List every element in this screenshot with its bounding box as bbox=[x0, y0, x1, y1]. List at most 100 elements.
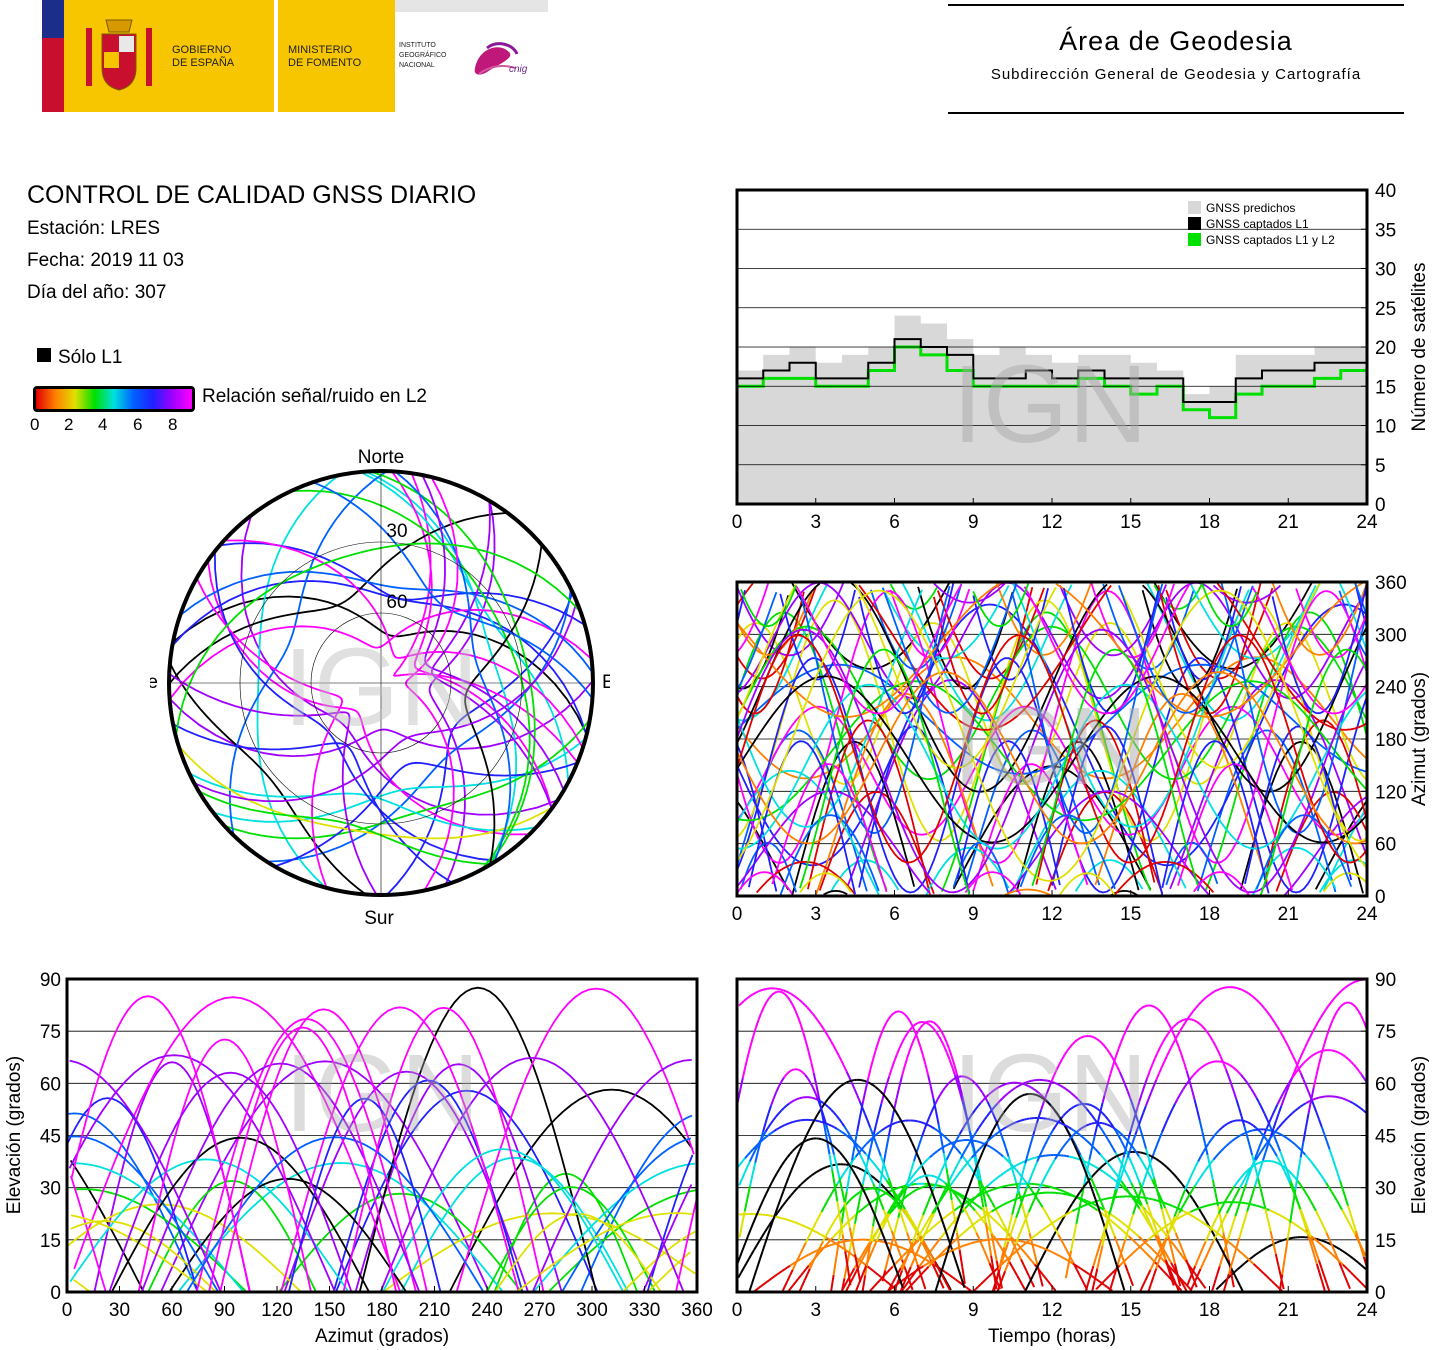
elevation-track-segment bbox=[747, 1229, 752, 1237]
elevation-track-segment bbox=[920, 1175, 925, 1178]
elevation-track-segment bbox=[848, 1197, 853, 1202]
elevation-track-segment bbox=[815, 1084, 820, 1098]
elevation-track-segment bbox=[966, 1076, 970, 1080]
elevation-track-segment bbox=[1121, 1165, 1126, 1174]
elevation-track-segment bbox=[1183, 1018, 1187, 1021]
elevation-track-segment bbox=[893, 1283, 898, 1288]
elevation-track-segment bbox=[1164, 1259, 1170, 1269]
x-tick-label: 60 bbox=[161, 1300, 182, 1321]
elevation-track-segment bbox=[973, 1151, 978, 1156]
azimuth-track bbox=[736, 622, 1368, 785]
elevation-track-segment bbox=[1268, 1142, 1273, 1148]
elevation-track-segment bbox=[1129, 1141, 1134, 1151]
elevation-track-segment bbox=[1239, 1264, 1244, 1268]
elevation-track-segment bbox=[1309, 1031, 1314, 1038]
elevation-track-segment bbox=[1111, 1214, 1116, 1219]
elevation-track-segment bbox=[1190, 1273, 1196, 1281]
elevation-track-segment bbox=[859, 1184, 865, 1191]
elevation-track-segment bbox=[1276, 1131, 1280, 1135]
elevation-track-segment bbox=[861, 1171, 867, 1185]
elevation-track-segment bbox=[1223, 1240, 1229, 1250]
elevation-track-segment bbox=[1096, 1150, 1101, 1156]
y-tick-label: 30 bbox=[1375, 260, 1396, 281]
elevation-track-segment bbox=[1349, 1213, 1355, 1223]
elevation-track-segment bbox=[939, 1146, 944, 1150]
elevation-track-segment bbox=[1231, 1269, 1236, 1276]
elevation-track-segment bbox=[1167, 1257, 1172, 1264]
elevation-track-segment bbox=[790, 993, 795, 997]
elevation-track-segment bbox=[998, 1277, 1004, 1286]
elevation-track-segment bbox=[1250, 1088, 1255, 1094]
elevation-track-segment bbox=[903, 1057, 909, 1068]
elevation-track-segment bbox=[1247, 1084, 1253, 1090]
elevation-track-segment bbox=[998, 1084, 1003, 1088]
azimuth-track bbox=[736, 625, 1368, 781]
elevation-track-segment bbox=[1033, 1253, 1039, 1266]
elevation-track-segment bbox=[1149, 1211, 1154, 1220]
elevation-track-segment bbox=[1351, 1228, 1357, 1236]
elevation-track-segment bbox=[830, 1109, 835, 1114]
elevation-track-segment bbox=[1315, 1112, 1321, 1121]
elevation-track-segment bbox=[1347, 1099, 1351, 1103]
elevation-track-segment bbox=[1321, 1239, 1325, 1243]
elevation-track-segment bbox=[776, 1271, 781, 1276]
elevation-track-segment bbox=[1069, 1043, 1074, 1048]
elevation-track-segment bbox=[1202, 1169, 1207, 1175]
elevation-track-segment bbox=[884, 1125, 888, 1130]
elevation-track-segment bbox=[881, 1184, 886, 1190]
elevation-track-segment bbox=[963, 1075, 967, 1079]
elevation-track-segment bbox=[872, 1050, 877, 1060]
elevation-track-segment bbox=[1150, 1234, 1155, 1238]
series-l1-line bbox=[737, 338, 1368, 403]
elevation-track-segment bbox=[891, 1203, 896, 1210]
elevation-track-segment bbox=[1004, 1082, 1008, 1086]
elevation-track-segment bbox=[1121, 1259, 1126, 1264]
elevation-track-segment bbox=[789, 1263, 794, 1267]
elevation-track-segment bbox=[822, 1027, 827, 1033]
elevation-track-segment bbox=[1072, 1195, 1076, 1198]
elevation-track-segment bbox=[944, 1136, 949, 1140]
elevation-track-segment bbox=[976, 1158, 981, 1166]
elevation-track-segment bbox=[912, 1270, 916, 1275]
elevation-track-segment bbox=[999, 1097, 1004, 1102]
elevation-track-segment bbox=[856, 1196, 862, 1211]
elevation-track-segment bbox=[1309, 1160, 1314, 1165]
elevation-track-segment bbox=[844, 1251, 849, 1269]
sky-track bbox=[195, 577, 344, 889]
elevation-track-segment bbox=[1172, 1277, 1177, 1285]
elevation-track-segment bbox=[780, 1217, 784, 1220]
elevation-track-segment bbox=[1258, 1205, 1262, 1209]
legend-swatch bbox=[1188, 233, 1201, 246]
elevation-track-segment bbox=[1223, 1254, 1228, 1261]
elevation-track-segment bbox=[1202, 1146, 1207, 1153]
elevation-track-segment bbox=[744, 1154, 749, 1159]
elevation-track-segment bbox=[1144, 1209, 1149, 1214]
elevation-track-segment bbox=[864, 1188, 868, 1191]
elevation-track-segment bbox=[746, 1151, 752, 1156]
elevation-track-segment bbox=[806, 1268, 811, 1275]
elevation-track-segment bbox=[763, 1227, 768, 1234]
elevation-track-segment bbox=[1257, 1161, 1262, 1165]
elevation-track-segment bbox=[943, 1279, 949, 1286]
elevation-track-segment bbox=[988, 1091, 992, 1096]
elevation-track-segment bbox=[786, 996, 791, 1001]
ign-text-line2: GEOGRÁFICO bbox=[399, 52, 447, 59]
elevation-track-segment bbox=[877, 1179, 882, 1195]
elevation-track-segment bbox=[788, 1219, 792, 1223]
elevation-track-segment bbox=[915, 1177, 920, 1181]
elevation-track-segment bbox=[1019, 1224, 1025, 1232]
elevation-track-segment bbox=[1199, 1151, 1205, 1157]
elevation-track-segment bbox=[900, 1216, 906, 1225]
x-tick-label: 210 bbox=[419, 1300, 451, 1321]
elevation-track-segment bbox=[1122, 1230, 1127, 1235]
elevation-track-segment bbox=[794, 1145, 799, 1150]
elevation-track-segment bbox=[1015, 1209, 1020, 1219]
elevation-track-segment bbox=[1070, 1092, 1075, 1096]
elevation-track-segment bbox=[783, 1073, 788, 1078]
elevation-track-segment bbox=[1032, 1234, 1037, 1238]
elevation-track-segment bbox=[1195, 1004, 1200, 1009]
elevation-track-segment bbox=[754, 1210, 760, 1218]
elevation-track-segment bbox=[1156, 1190, 1161, 1197]
elevation-track-segment bbox=[991, 1133, 996, 1138]
elevation-track-segment bbox=[954, 1146, 959, 1152]
